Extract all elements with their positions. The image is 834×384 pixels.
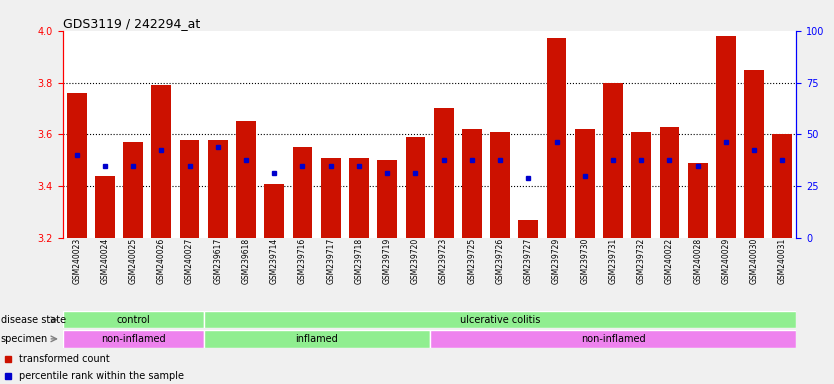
- Text: GSM240026: GSM240026: [157, 238, 166, 284]
- Text: disease state: disease state: [1, 314, 66, 325]
- Bar: [430, 330, 796, 348]
- Bar: [519, 220, 538, 238]
- Bar: [321, 158, 340, 238]
- Bar: [575, 129, 595, 238]
- Text: specimen: specimen: [1, 334, 48, 344]
- Text: GSM240024: GSM240024: [100, 238, 109, 284]
- Text: GSM239730: GSM239730: [580, 238, 590, 285]
- Bar: [203, 311, 796, 328]
- Text: GSM240030: GSM240030: [750, 238, 759, 285]
- Text: inflamed: inflamed: [295, 334, 338, 344]
- Text: GSM239720: GSM239720: [411, 238, 420, 284]
- Bar: [772, 134, 792, 238]
- Bar: [688, 163, 707, 238]
- Text: GSM240025: GSM240025: [128, 238, 138, 284]
- Bar: [744, 70, 764, 238]
- Text: GSM239731: GSM239731: [609, 238, 617, 284]
- Text: GSM239732: GSM239732: [636, 238, 646, 284]
- Text: GSM239726: GSM239726: [495, 238, 505, 284]
- Bar: [490, 132, 510, 238]
- Text: control: control: [116, 314, 150, 325]
- Text: GSM240029: GSM240029: [721, 238, 731, 284]
- Text: ulcerative colitis: ulcerative colitis: [460, 314, 540, 325]
- Bar: [716, 36, 736, 238]
- Text: GDS3119 / 242294_at: GDS3119 / 242294_at: [63, 17, 200, 30]
- Bar: [264, 184, 284, 238]
- Text: GSM240028: GSM240028: [693, 238, 702, 284]
- Bar: [63, 311, 203, 328]
- Bar: [603, 83, 623, 238]
- Text: non-inflamed: non-inflamed: [101, 334, 165, 344]
- Bar: [434, 109, 454, 238]
- Text: GSM239725: GSM239725: [467, 238, 476, 284]
- Text: GSM240031: GSM240031: [778, 238, 786, 284]
- Text: GSM240022: GSM240022: [665, 238, 674, 284]
- Text: GSM239718: GSM239718: [354, 238, 364, 284]
- Bar: [203, 330, 430, 348]
- Bar: [95, 176, 115, 238]
- Text: GSM239716: GSM239716: [298, 238, 307, 284]
- Bar: [236, 121, 256, 238]
- Bar: [631, 132, 651, 238]
- Text: GSM239729: GSM239729: [552, 238, 561, 284]
- Bar: [208, 140, 228, 238]
- Text: GSM239714: GSM239714: [269, 238, 279, 284]
- Text: GSM239717: GSM239717: [326, 238, 335, 284]
- Text: GSM239618: GSM239618: [242, 238, 250, 284]
- Text: GSM240027: GSM240027: [185, 238, 194, 284]
- Text: percentile rank within the sample: percentile rank within the sample: [18, 371, 183, 381]
- Bar: [462, 129, 482, 238]
- Bar: [123, 142, 143, 238]
- Text: GSM240023: GSM240023: [73, 238, 81, 284]
- Bar: [152, 85, 171, 238]
- Text: transformed count: transformed count: [18, 354, 109, 364]
- Text: GSM239719: GSM239719: [383, 238, 392, 284]
- Text: GSM239617: GSM239617: [214, 238, 223, 284]
- Text: non-inflamed: non-inflamed: [580, 334, 646, 344]
- Bar: [349, 158, 369, 238]
- Bar: [546, 38, 566, 238]
- Bar: [377, 161, 397, 238]
- Text: GSM239723: GSM239723: [440, 238, 448, 284]
- Bar: [63, 330, 203, 348]
- Text: GSM239727: GSM239727: [524, 238, 533, 284]
- Bar: [67, 93, 87, 238]
- Bar: [293, 147, 313, 238]
- Bar: [179, 140, 199, 238]
- Bar: [660, 127, 680, 238]
- Bar: [405, 137, 425, 238]
